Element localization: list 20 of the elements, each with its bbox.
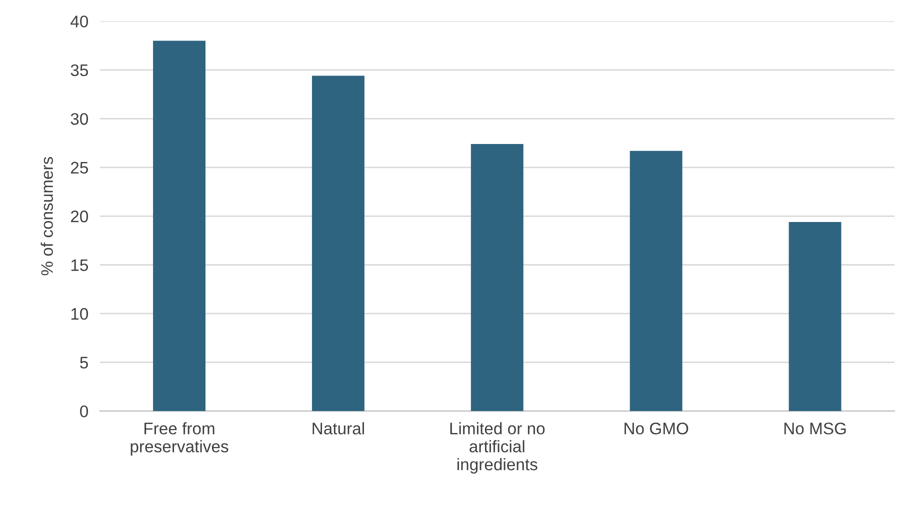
bar xyxy=(630,150,682,412)
bar xyxy=(788,222,842,412)
y-tick-label: 5 xyxy=(80,356,88,369)
bar xyxy=(312,76,364,412)
y-axis-title: % of consumers xyxy=(40,156,53,276)
y-tick-label: 20 xyxy=(70,210,88,222)
bar xyxy=(153,40,206,412)
y-tick-label: 35 xyxy=(70,64,88,76)
y-tick-label: 25 xyxy=(70,162,88,174)
x-tick-label: Free from preservatives xyxy=(130,422,228,456)
x-tick-label: No MSG xyxy=(784,422,846,434)
y-tick-label: 15 xyxy=(71,259,88,272)
y-tick-label: 30 xyxy=(70,113,88,125)
y-tick-label: 10 xyxy=(71,308,88,320)
y-tick-label: 0 xyxy=(80,405,88,418)
x-tick-label: No GMO xyxy=(624,422,688,434)
x-tick-label: Limited or no artificial ingredients xyxy=(450,422,545,474)
x-tick-label: Natural xyxy=(312,422,364,434)
bar xyxy=(470,144,524,412)
y-tick-label: 40 xyxy=(70,16,88,28)
